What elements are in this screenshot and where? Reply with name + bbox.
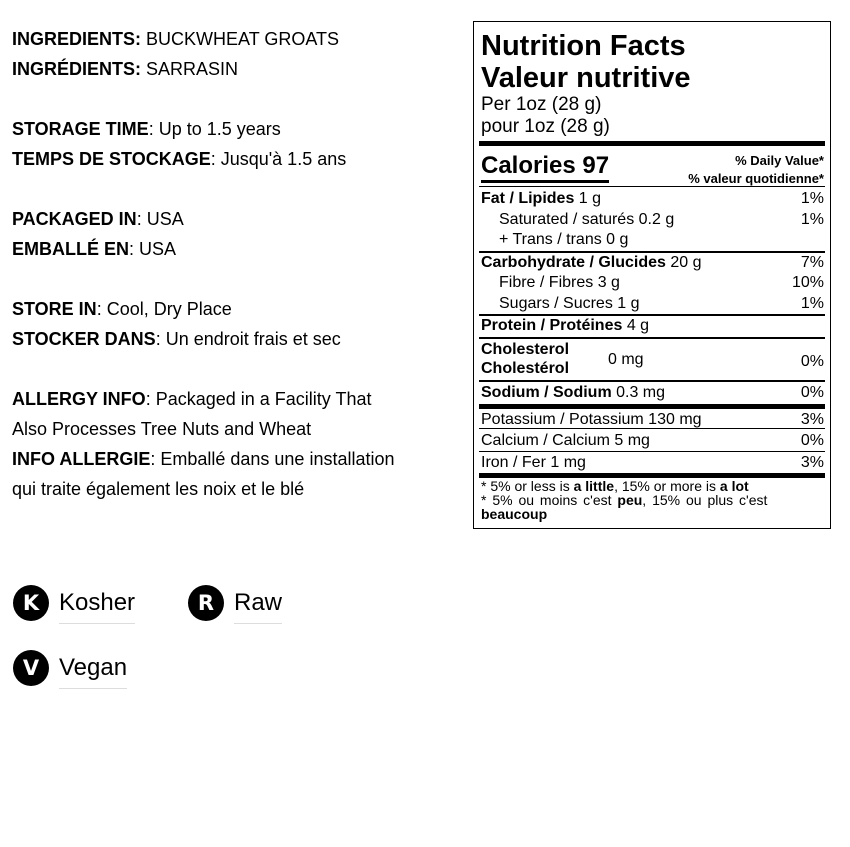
row-sodium: Sodium / Sodium 0.3 mg 0% [481, 384, 824, 401]
badge-label: Raw [234, 589, 283, 624]
ingredients-en: INGREDIENTS: BUCKWHEAT GROATS [12, 29, 340, 49]
row-cholesterol: Cholesterol Cholestérol 0 mg 0% [481, 341, 824, 377]
row-sugars: Sugars / Sucres 1 g 1% [499, 295, 824, 312]
divider [479, 337, 825, 339]
row-trans: + Trans / trans 0 g [499, 231, 629, 248]
allergy-info-fr-cont: qui traite également les noix et le blé [12, 479, 305, 499]
row-calcium: Calcium / Calcium 5 mg 0% [481, 432, 824, 449]
storage-time-en: STORAGE TIME: Up to 1.5 years [12, 119, 281, 139]
divider [479, 473, 825, 478]
divider [479, 251, 825, 253]
calories: Calories 97 [481, 152, 610, 183]
badge-vegan: V Vegan [13, 646, 128, 689]
storage-time-fr: TEMPS DE STOCKAGE: Jusqu'à 1.5 ans [12, 149, 347, 169]
serving-en: Per 1oz (28 g) [481, 94, 602, 115]
daily-value-header: % Daily Value*% valeur quotidienne* [688, 153, 824, 186]
nutrition-facts-table: Nutrition Facts Valeur nutritive Per 1oz… [473, 21, 831, 529]
row-saturated: Saturated / saturés 0.2 g 1% [499, 211, 824, 228]
badge-raw: R Raw [188, 581, 283, 624]
packaged-in-fr: EMBALLÉ EN: USA [12, 239, 177, 259]
allergy-info-en: ALLERGY INFO: Packaged in a Facility Tha… [12, 389, 372, 409]
kosher-icon: K [13, 584, 49, 621]
divider [479, 314, 825, 316]
row-fibre: Fibre / Fibres 3 g 10% [499, 274, 824, 291]
divider [479, 404, 825, 409]
ingredients-fr: INGRÉDIENTS: SARRASIN [12, 59, 239, 79]
serving-fr: pour 1oz (28 g) [481, 116, 610, 137]
divider [479, 141, 825, 146]
raw-icon: R [188, 584, 224, 621]
packaged-in-en: PACKAGED IN: USA [12, 209, 184, 229]
divider [479, 186, 825, 187]
store-in-en: STORE IN: Cool, Dry Place [12, 299, 232, 319]
badge-label: Vegan [59, 654, 128, 689]
badge-label: Kosher [59, 589, 136, 624]
footnote: * 5% or less is a little, 15% or more is… [481, 478, 768, 522]
badge-kosher: K Kosher [13, 581, 136, 624]
divider [479, 380, 825, 382]
row-potassium: Potassium / Potassium 130 mg 3% [481, 411, 824, 428]
title-fr: Valeur nutritive [481, 62, 691, 94]
allergy-info-en-cont: Also Processes Tree Nuts and Wheat [12, 419, 312, 439]
row-carbohydrate: Carbohydrate / Glucides 20 g 7% [481, 254, 824, 271]
row-iron: Iron / Fer 1 mg 3% [481, 454, 824, 471]
row-protein: Protein / Protéines 4 g [481, 317, 650, 334]
vegan-icon: V [13, 649, 49, 686]
title-en: Nutrition Facts [481, 30, 686, 62]
store-in-fr: STOCKER DANS: Un endroit frais et sec [12, 329, 341, 349]
row-fat: Fat / Lipides 1 g 1% [481, 190, 824, 207]
allergy-info-fr: INFO ALLERGIE: Emballé dans une installa… [12, 449, 395, 469]
divider [479, 451, 825, 452]
divider [479, 428, 825, 429]
